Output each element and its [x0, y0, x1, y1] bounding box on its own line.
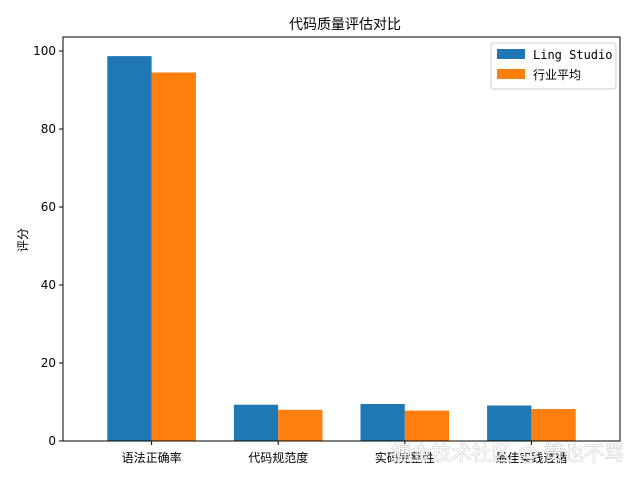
y-tick-label: 80: [41, 122, 56, 136]
y-tick-label: 0: [48, 434, 56, 448]
bar-series2: [278, 409, 323, 441]
axes-frame: [62, 36, 621, 442]
bar-series1: [360, 403, 405, 441]
x-tick-label: 代码规范度: [248, 450, 308, 465]
legend-label: Ling Studio: [533, 48, 612, 62]
bar-series2: [404, 410, 450, 441]
legend-label: 行业平均: [533, 68, 581, 82]
y-tick-label: 40: [41, 278, 56, 292]
bar-series2: [151, 72, 196, 442]
legend-swatch: [497, 49, 525, 59]
watermark-text: 掘金技术社区 @ 赞也不骂: [391, 441, 624, 465]
legend: Ling Studio 行业平均: [490, 42, 617, 90]
x-tick-label: 语法正确率: [122, 450, 182, 465]
plot-area: 语法正确率 代码规范度 实码完整性 最佳实践遵循 0 20 40 60 80 100: [33, 36, 621, 465]
chart-title: 代码质量评估对比: [289, 17, 401, 33]
y-tick-label: 60: [41, 200, 56, 214]
bar-series2: [531, 409, 576, 441]
x-tick-label: 最佳实践遵循: [495, 450, 567, 465]
x-tick-label: 实码完整性: [375, 450, 435, 465]
legend-swatch: [497, 69, 525, 79]
bar-series1: [107, 56, 152, 442]
bar-series1: [487, 405, 532, 441]
y-tick-label: 100: [33, 44, 56, 58]
y-tick-label: 20: [41, 356, 56, 370]
y-axis-label: 评分: [16, 228, 30, 252]
bar-series1: [233, 404, 279, 441]
